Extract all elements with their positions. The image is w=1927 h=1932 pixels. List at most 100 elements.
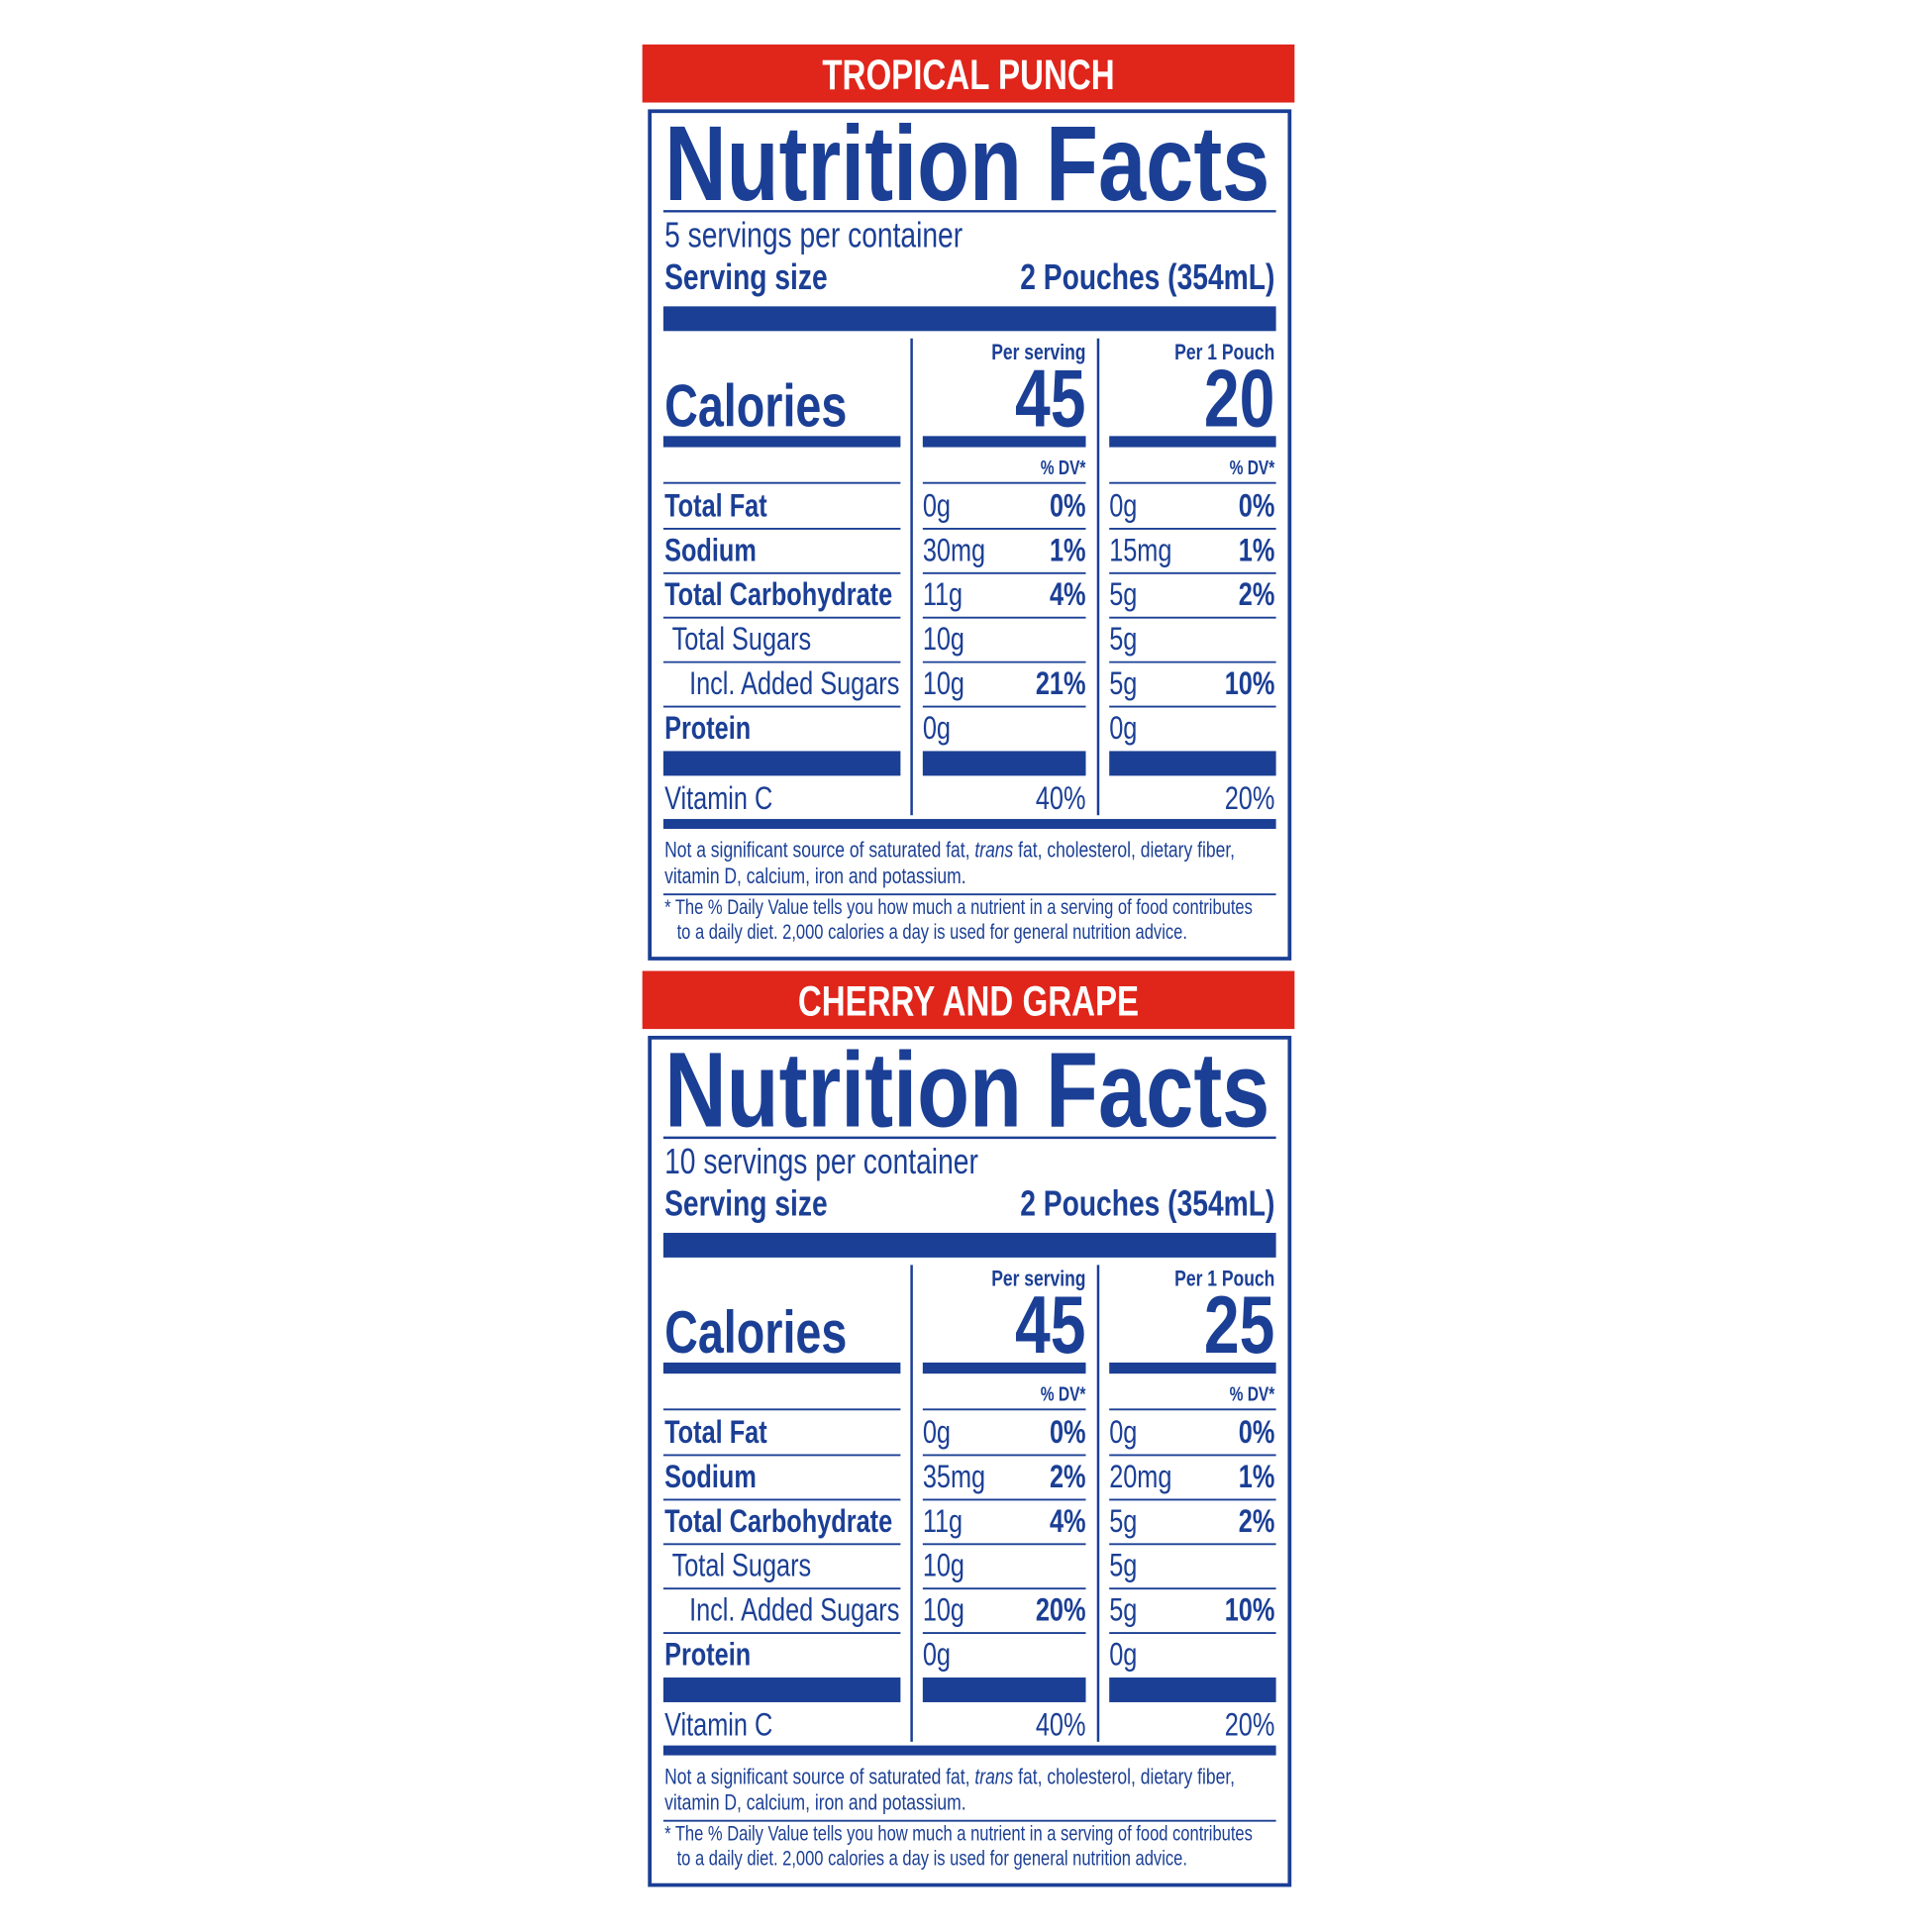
calories-pouch: 20	[1204, 353, 1274, 444]
serving-size-label: Serving size	[664, 256, 828, 297]
serving-size: 2 Pouches (354mL)	[1020, 1182, 1274, 1223]
pouch-dv: 10%	[1225, 665, 1275, 701]
note-part: trans	[974, 1764, 1013, 1788]
serving-amount: 30mg	[923, 532, 985, 567]
serving-amount: 35mg	[923, 1459, 985, 1494]
pouch-amount: 0g	[1109, 487, 1137, 523]
calories-label: Calories	[664, 372, 847, 439]
flavor-name: CHERRY AND GRAPE	[798, 977, 1139, 1024]
note-part: Not a significant source of saturated fa…	[664, 838, 974, 863]
serving-dv: 1%	[1050, 532, 1086, 567]
panel-border	[648, 1035, 1292, 1887]
note: vitamin D, calcium, iron and potassium.	[664, 1789, 965, 1814]
serving-amount: 0g	[923, 487, 951, 523]
serving-dv: 20%	[1036, 1592, 1086, 1628]
pouch-dv: 1%	[1239, 532, 1275, 567]
pouch-amount: 0g	[1109, 710, 1137, 746]
serving-amount: 0g	[923, 1414, 951, 1450]
medium-bar	[662, 1745, 1276, 1756]
pouch-amount: 15mg	[1109, 532, 1171, 567]
serving-amount: 11g	[923, 576, 963, 612]
thick-bar	[662, 751, 901, 776]
per-serving-label: Per serving	[991, 340, 1085, 364]
dv-label: % DV*	[1041, 458, 1086, 479]
calories-pouch: 25	[1204, 1279, 1274, 1371]
nutrient-name: Total Sugars	[672, 621, 812, 657]
pouch-dv: 2%	[1239, 576, 1275, 612]
per-serving-label: Per serving	[991, 1267, 1085, 1291]
medium-bar	[662, 819, 1276, 830]
medium-bar	[1109, 436, 1276, 448]
pouch-amount: 5g	[1109, 665, 1137, 701]
dv-label: % DV*	[1230, 458, 1275, 479]
pouch-amount: 0g	[1109, 1637, 1137, 1673]
flavor-name: TROPICAL PUNCH	[822, 51, 1114, 98]
note: Not a significant source of saturated fa…	[664, 838, 1235, 863]
pouch-amount: 0g	[1109, 1414, 1137, 1450]
thick-bar	[662, 1232, 1276, 1258]
serving-amount: 10g	[923, 621, 964, 657]
per-pouch-label: Per 1 Pouch	[1174, 1267, 1274, 1291]
calories-serving: 45	[1015, 1279, 1085, 1371]
serving-dv: 0%	[1050, 1414, 1086, 1450]
note-part: fat, cholesterol, dietary fiber,	[1013, 1764, 1235, 1788]
serving-size-label: Serving size	[664, 1182, 828, 1223]
thick-bar	[1109, 1678, 1276, 1702]
pouch-amount: 5g	[1109, 1592, 1137, 1628]
dv-note: * The % Daily Value tells you how much a…	[664, 896, 1253, 919]
vitamin-serving-dv: 40%	[1036, 780, 1086, 816]
calories-label: Calories	[664, 1299, 847, 1366]
pouch-amount: 5g	[1109, 576, 1137, 612]
nutrient-name: Incl. Added Sugars	[689, 1592, 899, 1628]
serving-dv: 4%	[1050, 576, 1086, 612]
medium-bar	[922, 436, 1086, 448]
serving-amount: 10g	[923, 1592, 964, 1628]
nutrient-name: Total Sugars	[672, 1548, 812, 1583]
dv-note: to a daily diet. 2,000 calories a day is…	[677, 1848, 1187, 1871]
panel-title: Nutrition Facts	[664, 1031, 1269, 1150]
medium-bar	[662, 436, 901, 448]
thick-bar	[662, 1678, 901, 1702]
pouch-dv: 0%	[1239, 487, 1275, 523]
serving-amount: 0g	[923, 1637, 951, 1673]
medium-bar	[922, 1362, 1086, 1374]
panel-title: Nutrition Facts	[664, 104, 1269, 223]
nutrient-name: Sodium	[664, 532, 757, 567]
nutrient-name: Protein	[664, 1637, 751, 1673]
nutrient-name: Sodium	[664, 1459, 757, 1494]
note: Not a significant source of saturated fa…	[664, 1764, 1235, 1788]
serving-amount: 0g	[923, 710, 951, 746]
pouch-dv: 10%	[1225, 1592, 1275, 1628]
dv-note: * The % Daily Value tells you how much a…	[664, 1823, 1253, 1846]
serving-dv: 21%	[1036, 665, 1086, 701]
pouch-dv: 0%	[1239, 1414, 1275, 1450]
pouch-amount: 5g	[1109, 1548, 1137, 1583]
dv-label: % DV*	[1041, 1384, 1086, 1406]
serving-amount: 10g	[923, 1548, 964, 1583]
nutrient-name: Total Carbohydrate	[664, 576, 892, 612]
nutrient-name: Protein	[664, 710, 751, 746]
medium-bar	[1109, 1362, 1276, 1374]
note-part: fat, cholesterol, dietary fiber,	[1013, 838, 1235, 863]
panel-border	[648, 109, 1292, 961]
serving-amount: 11g	[923, 1503, 963, 1539]
flavor-banner	[642, 44, 1295, 103]
per-pouch-label: Per 1 Pouch	[1174, 340, 1274, 364]
thick-bar	[662, 306, 1276, 332]
vitamin-name: Vitamin C	[664, 1707, 772, 1743]
nutrient-name: Incl. Added Sugars	[689, 665, 899, 701]
dv-note: to a daily diet. 2,000 calories a day is…	[677, 921, 1187, 944]
medium-bar	[662, 1362, 901, 1374]
thick-bar	[922, 751, 1086, 776]
thick-bar	[1109, 751, 1276, 776]
servings: 5 servings per container	[664, 214, 963, 254]
nutrient-name: Total Fat	[664, 1414, 767, 1450]
pouch-dv: 1%	[1239, 1459, 1275, 1494]
nutrient-name: Total Fat	[664, 487, 767, 523]
vitamin-pouch-dv: 20%	[1225, 780, 1275, 816]
serving-dv: 0%	[1050, 487, 1086, 523]
thick-bar	[922, 1678, 1086, 1702]
